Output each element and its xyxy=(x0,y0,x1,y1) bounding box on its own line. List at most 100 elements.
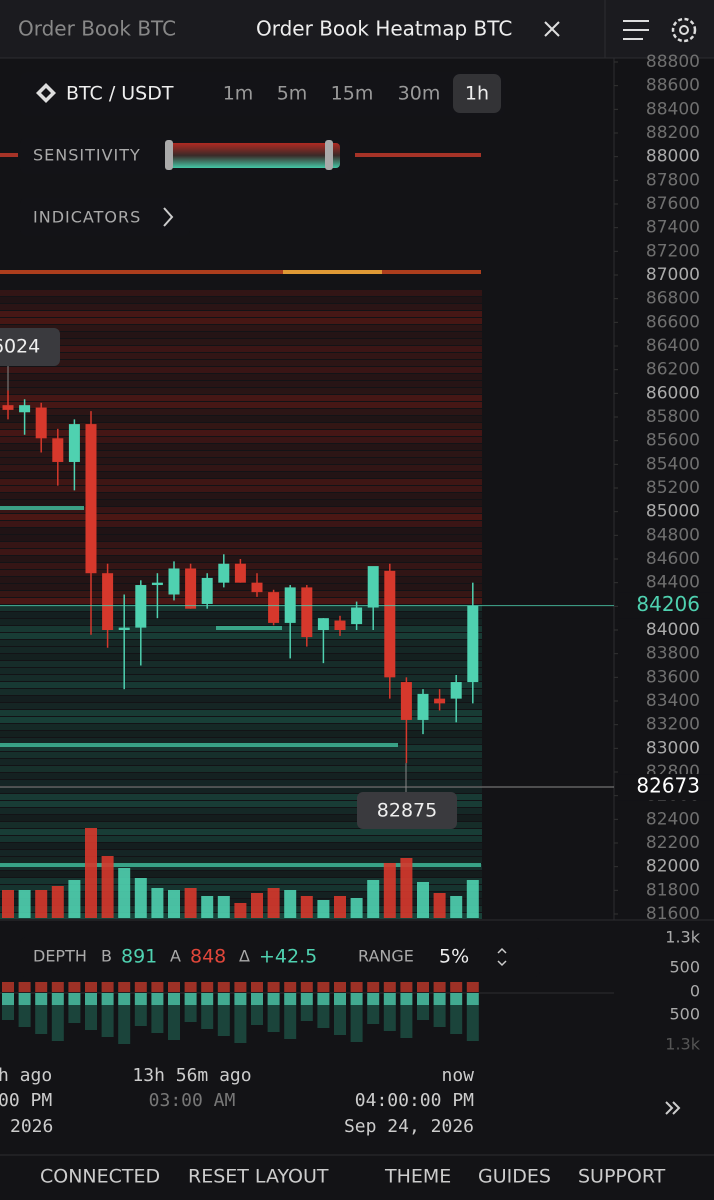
depth-bid-deep xyxy=(251,1005,263,1025)
depth-ask xyxy=(68,982,81,992)
depth-bid-deep xyxy=(134,1005,147,1026)
depth-ask xyxy=(134,982,147,992)
time-date: 2026 xyxy=(10,1116,53,1137)
heat-row xyxy=(0,808,482,814)
footer-link[interactable]: THEME xyxy=(384,1166,451,1188)
footer-link[interactable]: SUPPORT xyxy=(578,1166,666,1188)
volume-bar xyxy=(168,890,180,918)
depth-bid xyxy=(2,993,14,1005)
depth-bid xyxy=(217,993,230,1005)
volume-bar xyxy=(35,890,48,918)
last-price-box xyxy=(618,592,712,619)
candle-body xyxy=(218,563,230,583)
range-value[interactable]: 5% xyxy=(439,946,469,968)
depth-bid xyxy=(284,993,297,1005)
y-tick-label: 86800 xyxy=(646,289,700,309)
slider-handle[interactable] xyxy=(165,140,173,170)
heat-row xyxy=(0,458,482,464)
depth-bid xyxy=(85,993,97,1005)
y-tick-label: 86600 xyxy=(646,312,700,332)
y-tick-label: 87800 xyxy=(646,170,700,190)
y-tick-label: 86200 xyxy=(646,360,700,380)
timeframe[interactable]: 1m xyxy=(223,83,254,105)
time-clock: 04:00:00 PM xyxy=(355,1090,474,1111)
heat-row xyxy=(0,696,482,702)
slider-handle[interactable] xyxy=(325,140,333,170)
y-tick-label: 83400 xyxy=(646,691,700,711)
depth-ask xyxy=(85,982,97,992)
volume-bar xyxy=(2,890,14,918)
footer-link[interactable]: CONNECTED xyxy=(40,1166,160,1188)
heat-row xyxy=(0,360,482,366)
candle-body xyxy=(2,405,14,410)
volume-bar xyxy=(334,896,346,918)
heat-row xyxy=(0,647,482,653)
heat-row xyxy=(0,598,482,604)
volume-bar xyxy=(267,888,280,918)
tab[interactable]: Order Book BTC xyxy=(18,17,176,41)
menu-icon[interactable] xyxy=(623,20,649,40)
depth-ask xyxy=(450,982,463,992)
candle-body xyxy=(35,407,47,439)
depth-tick-label: 1.3k xyxy=(665,928,700,947)
depth-bid-deep xyxy=(201,1005,214,1029)
candle-body xyxy=(185,568,197,609)
timeframe-active-bg xyxy=(453,74,501,113)
heat-row xyxy=(0,500,482,506)
candle-body xyxy=(68,424,80,462)
depth-bid xyxy=(300,993,313,1005)
y-tick-label: 84800 xyxy=(646,525,700,545)
depth-ask xyxy=(101,982,114,992)
y-tick-label: 83000 xyxy=(646,738,700,758)
timeframe[interactable]: 15m xyxy=(331,83,374,105)
time-axis: h ago 00 PM 2026 13h 56m ago 03:00 AM now 04:0… xyxy=(0,1065,474,1137)
tab-active[interactable]: Order Book Heatmap BTC xyxy=(256,17,512,41)
depth-bid xyxy=(417,993,429,1005)
depth-bid-deep xyxy=(267,1005,280,1032)
y-tick-label: 86400 xyxy=(646,336,700,356)
depth-bid-deep xyxy=(284,1005,297,1039)
depth-bid-deep xyxy=(367,1005,380,1024)
timeframe[interactable]: 5m xyxy=(277,83,308,105)
heat-row xyxy=(0,514,482,520)
timeframe[interactable]: 1h xyxy=(465,83,489,105)
depth-ask xyxy=(168,982,180,992)
candle-body xyxy=(351,607,363,625)
candle-body xyxy=(301,587,313,638)
expand-icon[interactable] xyxy=(665,1101,681,1115)
last-price-label: 84206 xyxy=(636,592,700,616)
stepper-icon[interactable] xyxy=(497,947,507,967)
depth-bid xyxy=(35,993,48,1005)
timeframe[interactable]: 30m xyxy=(398,83,441,105)
sensitivity-slider[interactable] xyxy=(168,143,340,168)
time-ago: h ago xyxy=(0,1065,52,1086)
candle-body xyxy=(367,566,379,608)
candle-body xyxy=(151,582,163,586)
depth-bid-deep xyxy=(101,1005,114,1037)
indicators-label[interactable]: INDICATORS xyxy=(33,208,141,227)
depth-bid-deep xyxy=(350,1005,363,1042)
heat-row xyxy=(0,430,482,436)
volume-bar xyxy=(284,890,297,918)
depth-ask xyxy=(151,982,164,992)
depth-bid xyxy=(367,993,380,1005)
heat-row xyxy=(0,332,482,338)
heat-row xyxy=(0,885,482,891)
time-clock: 03:00 AM xyxy=(149,1090,236,1111)
heat-row xyxy=(0,668,482,674)
heat-row xyxy=(0,724,482,730)
heat-row xyxy=(0,794,482,800)
close-icon[interactable] xyxy=(544,21,560,37)
footer-link[interactable]: RESET LAYOUT xyxy=(188,1166,329,1188)
volume-bar xyxy=(101,856,114,918)
pair[interactable]: BTC / USDT xyxy=(66,83,174,105)
heat-row xyxy=(0,612,482,618)
top-bar xyxy=(0,0,714,58)
heat-row xyxy=(0,493,482,499)
y-tick-label: 88600 xyxy=(646,76,700,96)
heat-row xyxy=(0,710,482,716)
footer-link[interactable]: GUIDES xyxy=(478,1166,551,1188)
settings-icon[interactable] xyxy=(671,17,697,43)
depth-bid-deep xyxy=(400,1005,413,1038)
